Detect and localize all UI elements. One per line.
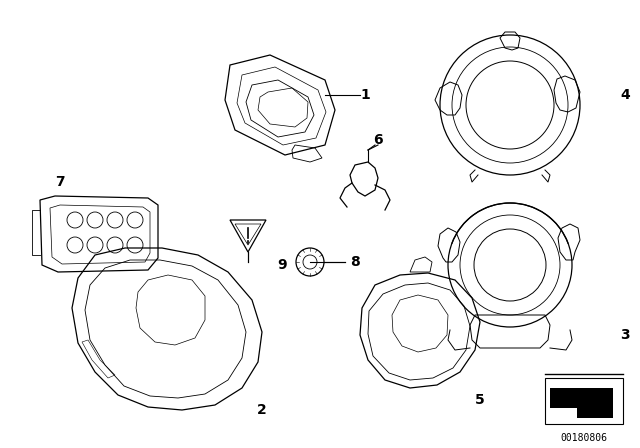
Text: 3: 3 [620,328,630,342]
Text: 2: 2 [257,403,267,417]
Text: 1: 1 [360,88,370,102]
Text: 8: 8 [350,255,360,269]
Text: 6: 6 [373,133,383,147]
Text: 7: 7 [55,175,65,189]
Text: 4: 4 [620,88,630,102]
Text: 9: 9 [277,258,287,272]
Text: 00180806: 00180806 [561,433,607,443]
Polygon shape [550,388,613,418]
Text: 5: 5 [475,393,485,407]
